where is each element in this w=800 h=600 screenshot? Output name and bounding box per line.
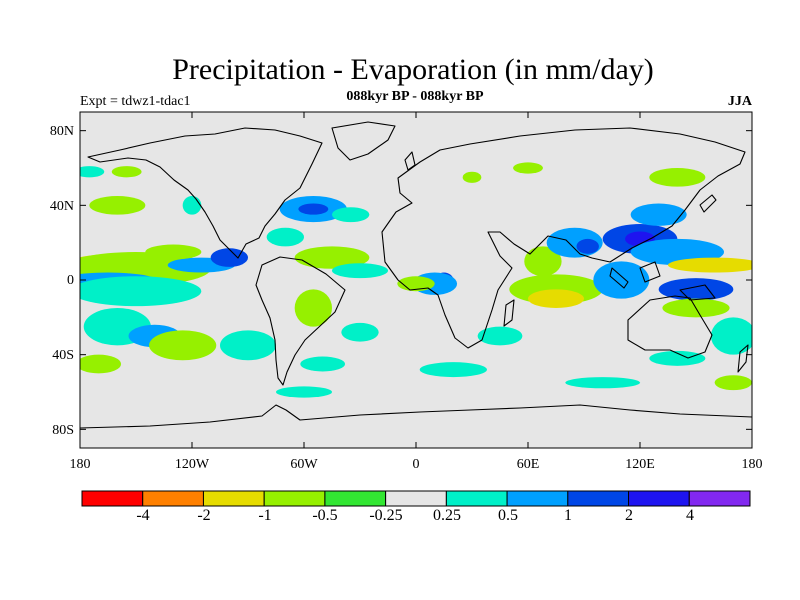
anomaly-contour-region xyxy=(565,377,641,389)
anomaly-contour-region xyxy=(714,375,752,391)
lat-label-40n: 40N xyxy=(49,199,74,214)
anomaly-contour-region xyxy=(294,289,333,327)
lat-label-0: 0 xyxy=(67,273,74,288)
anomaly-contour-region xyxy=(294,246,370,269)
australia-coastline xyxy=(627,295,713,359)
anomaly-field-layer xyxy=(80,162,752,398)
antarctica-coastline xyxy=(80,404,752,429)
colorbar-swatch xyxy=(202,490,265,507)
new-zealand-coastline xyxy=(737,344,749,373)
anomaly-contour-region xyxy=(182,196,202,215)
anomaly-contour-region xyxy=(145,244,202,260)
anomaly-contour-region xyxy=(80,354,122,374)
colorbar-label: -2 xyxy=(197,507,211,524)
lat-label-80n: 80N xyxy=(49,124,74,139)
lat-label-80s: 80S xyxy=(52,423,74,438)
colorbar xyxy=(81,490,751,507)
south-america-coastline xyxy=(255,256,346,386)
anomaly-contour-region xyxy=(89,196,146,215)
subtitle: 088kyr BP - 088kyr BP xyxy=(346,89,484,104)
lon-label-60w: 60W xyxy=(290,457,318,472)
anomaly-contour-region xyxy=(332,207,370,223)
colorbar-label: -1 xyxy=(258,507,272,524)
colorbar-label: -0.5 xyxy=(312,507,338,524)
colorbar-swatch xyxy=(445,490,508,507)
anomaly-contour-region xyxy=(668,257,752,273)
colorbar-swatch xyxy=(688,490,751,507)
axis-ticks xyxy=(79,112,753,448)
colorbar-swatch xyxy=(142,490,204,507)
colorbar-label: 2 xyxy=(625,507,633,524)
lon-label-180w: 180 xyxy=(69,457,91,472)
lon-label-180e: 180 xyxy=(741,457,763,472)
page-title: Precipitation - Evaporation (in mm/day) xyxy=(172,53,654,86)
lat-label-40s: 40S xyxy=(52,348,74,363)
eurasia-africa-coastline xyxy=(381,127,746,349)
colorbar-swatch xyxy=(324,490,387,507)
anomaly-contour-region xyxy=(649,168,706,187)
colorbar-swatch xyxy=(628,490,690,507)
colorbar-swatch xyxy=(506,490,569,507)
anomaly-contour-region xyxy=(332,263,388,279)
anomaly-contour-region xyxy=(524,246,562,277)
colorbar-label: -4 xyxy=(136,507,150,524)
new-guinea-coastline xyxy=(679,284,716,301)
anomaly-contour-region xyxy=(300,356,346,372)
experiment-label: Expt = tdwz1-tdac1 xyxy=(80,94,191,109)
anomaly-contour-region xyxy=(266,227,305,247)
anomaly-contour-region xyxy=(630,203,687,226)
madagascar-coastline xyxy=(503,299,515,327)
anomaly-contour-region xyxy=(210,248,248,267)
japan-coastline xyxy=(699,194,717,213)
anomaly-contour-region xyxy=(576,238,599,254)
colorbar-swatch xyxy=(385,490,447,507)
british-isles-coastline xyxy=(404,151,416,171)
greenland-coastline xyxy=(331,121,396,161)
anomaly-contour-region xyxy=(528,289,584,308)
anomaly-contour-region xyxy=(80,276,202,307)
north-america-coastline xyxy=(87,127,323,259)
colorbar-label: -0.25 xyxy=(369,507,403,524)
anomaly-contour-region xyxy=(419,362,487,378)
lon-label-120e: 120E xyxy=(625,457,655,472)
lon-label-120w: 120W xyxy=(174,457,210,472)
anomaly-contour-region xyxy=(658,278,734,301)
coastlines xyxy=(80,121,752,429)
anomaly-contour-region xyxy=(649,350,706,366)
colorbar-label: 4 xyxy=(686,507,694,524)
colorbar-label: 1 xyxy=(564,507,572,524)
anomaly-contour-region xyxy=(111,166,142,178)
anomaly-contour-region xyxy=(477,326,523,346)
lon-label-0: 0 xyxy=(412,457,420,472)
colorbar-swatch xyxy=(81,490,144,507)
season-label: JJA xyxy=(727,94,752,109)
colorbar-label: 0.25 xyxy=(433,507,461,524)
sumatra-coastline xyxy=(609,267,629,289)
borneo-coastline xyxy=(639,261,661,283)
anomaly-contour-region xyxy=(341,322,379,342)
colorbar-label: 0.5 xyxy=(498,507,518,524)
anomaly-contour-region xyxy=(710,317,752,355)
anomaly-contour-region xyxy=(220,330,276,361)
colorbar-swatch xyxy=(567,490,630,507)
anomaly-contour-region xyxy=(149,330,217,361)
anomaly-contour-region xyxy=(513,162,543,174)
anomaly-contour-region xyxy=(298,203,329,215)
anomaly-contour-region xyxy=(276,386,332,398)
lon-label-60e: 60E xyxy=(516,457,540,472)
anomaly-contour-region xyxy=(593,261,650,299)
anomaly-contour-region xyxy=(80,166,105,178)
anomaly-contour-region xyxy=(462,171,482,183)
colorbar-swatch xyxy=(263,490,326,507)
